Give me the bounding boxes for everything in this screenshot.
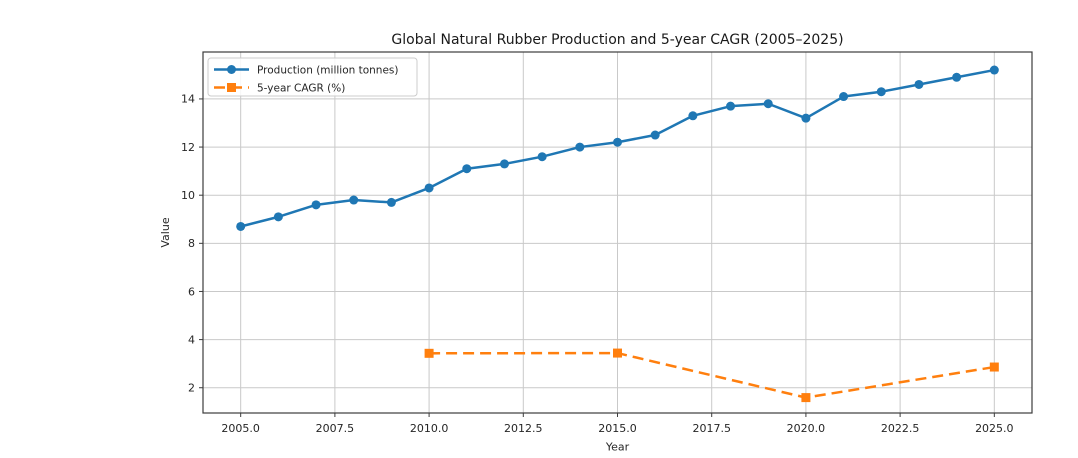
series-0-point: [462, 164, 472, 174]
legend-entry-production: Production (million tonnes): [214, 64, 399, 76]
series-1-point: [801, 393, 811, 403]
series-0-point: [989, 65, 999, 75]
legend-label: 5-year CAGR (%): [257, 82, 345, 94]
series-1-point: [989, 362, 999, 372]
series-0-point: [613, 137, 622, 147]
y-tick-label: 2: [188, 382, 195, 395]
x-tick-label: 2012.5: [504, 422, 543, 435]
series-1-line: [429, 351, 995, 399]
x-tick-label: 2022.5: [881, 422, 920, 435]
legend: Production (million tonnes) 5-year CAGR …: [207, 57, 418, 97]
legend-square-marker-icon: [227, 83, 236, 92]
y-tick-label: 6: [188, 285, 195, 298]
series-0-point: [311, 200, 321, 210]
x-tick-label: 2025.0: [975, 422, 1014, 435]
series-0-point: [763, 99, 773, 109]
series-0-point: [801, 113, 811, 123]
legend-entry-cagr: 5-year CAGR (%): [214, 82, 345, 94]
series-0-point: [839, 92, 849, 102]
series-0-point: [952, 72, 962, 82]
x-tick-label: 2007.5: [316, 422, 355, 435]
series-0-point: [349, 195, 359, 205]
series-0-point: [386, 197, 396, 207]
chart-title: Global Natural Rubber Production and 5-y…: [391, 32, 843, 48]
series-0-point: [876, 87, 886, 97]
series-0-point: [537, 152, 547, 162]
y-tick-label: 8: [188, 237, 195, 250]
legend-box: [207, 57, 418, 97]
series-0-point: [424, 183, 434, 193]
x-tick-label: 2005.0: [221, 422, 260, 435]
series-0-point: [914, 79, 924, 89]
x-tick-label: 2015.0: [598, 422, 637, 435]
y-tick-label: 12: [181, 141, 195, 154]
tick-layer: 2005.0 2007.5 2010.0 2012.5 2015.0 2017.5 2020…: [181, 93, 1014, 435]
grid-layer: [203, 52, 1032, 413]
series-0-point: [688, 111, 698, 121]
series-0-point: [236, 221, 246, 231]
series-0-point: [650, 130, 660, 140]
series-0-point: [575, 142, 585, 152]
series-layer: [236, 65, 999, 403]
series-0-point: [726, 101, 736, 111]
x-axis-label: Year: [605, 441, 630, 454]
series-0-point: [273, 212, 283, 222]
series-1-point: [613, 348, 622, 358]
x-tick-label: 2020.0: [787, 422, 826, 435]
y-tick-label: 14: [181, 93, 195, 106]
y-axis-label: Value: [159, 217, 172, 247]
legend-circle-marker-icon: [227, 65, 236, 74]
series-1-point: [424, 348, 434, 358]
legend-label: Production (million tonnes): [257, 64, 399, 76]
y-tick-label: 4: [188, 333, 195, 346]
y-tick-label: 10: [181, 189, 195, 202]
x-tick-label: 2017.5: [692, 422, 731, 435]
x-tick-label: 2010.0: [410, 422, 449, 435]
series-0-point: [499, 159, 509, 169]
